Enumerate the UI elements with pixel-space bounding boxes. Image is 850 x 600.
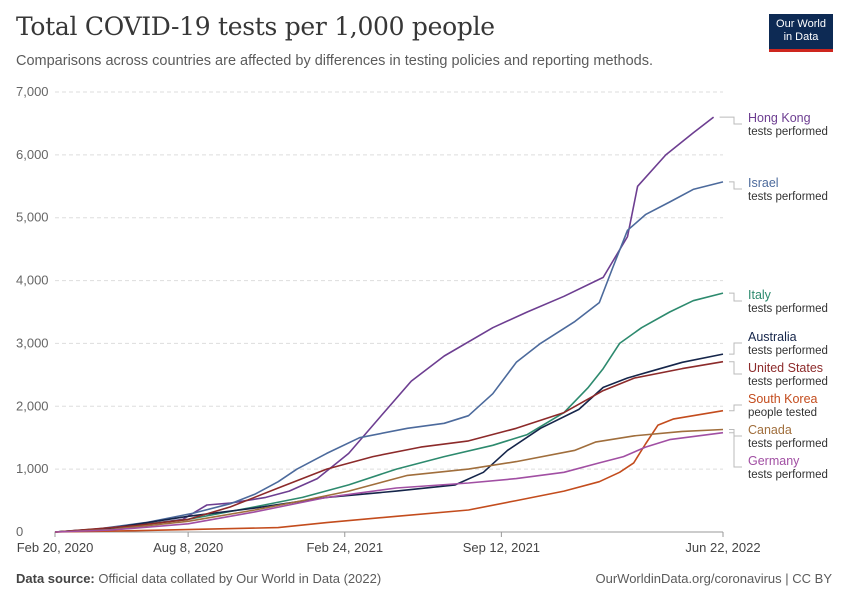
series-line[interactable] [54,353,724,533]
y-tick-label: 0 [16,524,23,539]
data-source-label: Data source: [16,571,95,586]
y-tick-label: 5,000 [16,210,49,225]
x-tick-label: Feb 24, 2021 [306,540,383,555]
chart-subtitle: Comparisons across countries are affecte… [16,53,654,69]
series-line[interactable] [54,116,715,533]
x-axis: Feb 20, 2020 Aug 8, 2020 Feb 24, 2021 Sep 1… [17,531,761,555]
y-tick-label: 1,000 [16,461,49,476]
chart-title: Total COVID-19 tests per 1,000 people [16,12,495,41]
data-source: Data source: Official data collated by O… [16,571,381,586]
grid-lines [55,91,723,470]
y-tick-label: 2,000 [16,398,49,413]
label-connector [729,342,742,355]
series-line[interactable] [54,409,724,533]
series-line[interactable] [54,360,724,533]
series-label-name[interactable]: Australia [748,330,797,344]
logo-line-2: in Data [783,31,819,43]
x-tick-label: Feb 20, 2020 [17,540,94,555]
series-label-metric: tests performed [748,126,828,138]
series-label-name[interactable]: South Korea [748,392,818,406]
series-label-name[interactable]: Italy [748,288,772,302]
y-axis-ticks: 0 1,000 2,000 3,000 4,000 5,000 6,000 7,000 [16,84,49,539]
label-connector [729,181,742,190]
series-label-metric: tests performed [748,191,828,203]
line-chart: 0 1,000 2,000 3,000 4,000 5,000 6,000 7,000 Feb… [16,84,828,555]
label-connector [719,116,742,125]
series-label-name[interactable]: Canada [748,423,792,437]
series-label-name[interactable]: United States [748,361,823,375]
series-label-metric: tests performed [748,303,828,315]
source-link[interactable]: OurWorldinData.org/coronavirus | CC BY [595,571,832,586]
series-line[interactable] [54,431,724,533]
label-connector [729,361,742,375]
series-line[interactable] [54,428,724,533]
series-lines [54,116,724,533]
series-label-metric: tests performed [748,469,828,481]
logo-line-1: Our World [776,18,826,30]
x-tick-label: Sep 12, 2021 [463,540,540,555]
label-connector [729,292,742,302]
series-line[interactable] [54,292,724,533]
series-label-metric: tests performed [748,376,828,388]
y-tick-label: 3,000 [16,335,49,350]
series-label-name[interactable]: Hong Kong [748,111,811,125]
owid-logo[interactable]: Our World in Data [769,14,833,52]
series-label-name[interactable]: Germany [748,454,800,468]
data-source-text: Official data collated by Our World in D… [98,571,382,586]
series-label-metric: people tested [748,407,817,419]
y-tick-label: 4,000 [16,273,49,288]
series-label-metric: tests performed [748,345,828,357]
series-label-name[interactable]: Israel [748,176,779,190]
label-connector [729,404,742,412]
y-tick-label: 6,000 [16,147,49,162]
label-connector [729,432,742,468]
y-tick-label: 7,000 [16,84,49,99]
series-label-metric: tests performed [748,438,828,450]
x-tick-label: Aug 8, 2020 [153,540,223,555]
x-tick-label: Jun 22, 2022 [685,540,760,555]
series-line[interactable] [54,181,724,533]
